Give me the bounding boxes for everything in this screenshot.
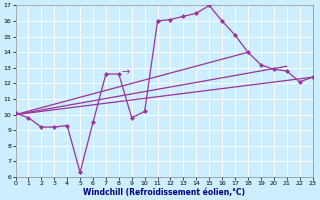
Text: →: → — [121, 68, 130, 78]
X-axis label: Windchill (Refroidissement éolien,°C): Windchill (Refroidissement éolien,°C) — [83, 188, 245, 197]
